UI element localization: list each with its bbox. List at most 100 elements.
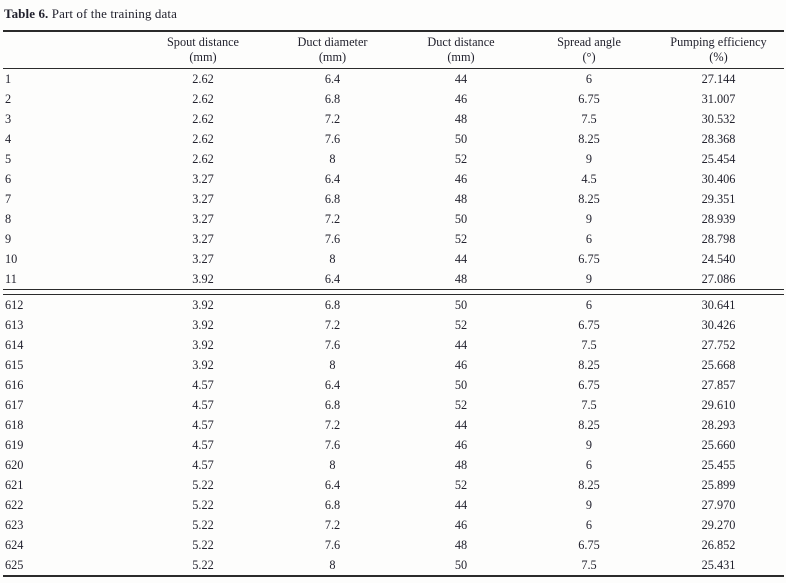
data-cell: 7.2 <box>324 111 341 126</box>
data-cell: 29.270 <box>701 517 736 532</box>
row-index-cell: 623 <box>5 517 24 532</box>
data-cell: 2.62 <box>192 131 214 146</box>
row-index-cell: 3 <box>5 111 12 126</box>
header-unit: (mm) <box>189 50 217 64</box>
header-name: Spread angle <box>557 35 621 49</box>
data-cell: 4.57 <box>192 437 214 452</box>
data-cell: 25.431 <box>701 557 736 572</box>
row-index-cell: 10 <box>5 251 18 266</box>
data-cell: 8.25 <box>578 191 600 206</box>
data-cell: 29.351 <box>701 191 736 206</box>
data-cell: 46 <box>454 437 468 452</box>
data-cell: 27.752 <box>701 337 736 352</box>
table-row: 616 4.57 6.4 50 6.75 27.857 <box>3 375 784 395</box>
table-row: 620 4.57 8 48 6 25.455 <box>3 455 784 475</box>
data-cell: 28.293 <box>701 417 736 432</box>
data-cell: 7.6 <box>324 437 341 452</box>
row-index-cell: 7 <box>5 191 12 206</box>
data-cell: 8.25 <box>578 357 600 372</box>
table-row: 3 2.62 7.2 48 7.5 30.532 <box>3 109 784 129</box>
data-cell: 7.6 <box>324 337 341 352</box>
data-cell: 5.22 <box>192 497 214 512</box>
data-cell: 52 <box>454 151 468 166</box>
table-row: 617 4.57 6.8 52 7.5 29.610 <box>3 395 784 415</box>
data-cell: 50 <box>454 297 468 312</box>
data-cell: 52 <box>454 397 468 412</box>
table-row: 613 3.92 7.2 52 6.75 30.426 <box>3 315 784 335</box>
table-row: 615 3.92 8 46 8.25 25.668 <box>3 355 784 375</box>
data-cell: 6 <box>585 71 593 86</box>
table-row: 625 5.22 8 50 7.5 25.431 <box>3 555 784 576</box>
data-cell: 44 <box>454 417 468 432</box>
data-cell: 6.4 <box>324 171 341 186</box>
data-cell: 7.6 <box>324 131 341 146</box>
data-cell: 46 <box>454 517 468 532</box>
table-block-1: 1 2.62 6.4 44 6 27.144 2 2.62 6.8 46 6.75 31.007 3 2.… <box>3 69 784 290</box>
data-cell: 3.27 <box>192 171 214 186</box>
data-cell: 28.939 <box>701 211 736 226</box>
data-cell: 44 <box>454 71 468 86</box>
table-row: 618 4.57 7.2 44 8.25 28.293 <box>3 415 784 435</box>
row-index-cell: 619 <box>5 437 24 452</box>
row-index-cell: 614 <box>5 337 24 352</box>
data-cell: 48 <box>454 457 468 472</box>
header-cell-spread-angle: Spread angle (°) <box>525 31 653 69</box>
table-row: 2 2.62 6.8 46 6.75 31.007 <box>3 89 784 109</box>
data-cell: 8 <box>329 357 336 372</box>
row-index-cell: 2 <box>5 91 12 106</box>
block-separator <box>3 289 784 295</box>
data-cell: 7.2 <box>324 517 341 532</box>
header-cell-spout-distance: Spout distance (mm) <box>138 31 268 69</box>
header-unit: (°) <box>582 50 596 64</box>
row-index-cell: 618 <box>5 417 24 432</box>
data-cell: 46 <box>454 171 468 186</box>
separator-rule <box>3 289 784 295</box>
table-row: 614 3.92 7.6 44 7.5 27.752 <box>3 335 784 355</box>
row-index-cell: 9 <box>5 231 12 246</box>
training-data-table: Spout distance (mm) Duct diameter (mm) D… <box>3 30 784 577</box>
row-index-cell: 5 <box>5 151 12 166</box>
row-index-cell: 624 <box>5 537 24 552</box>
data-cell: 7.2 <box>324 417 341 432</box>
table-row: 622 5.22 6.8 44 9 27.970 <box>3 495 784 515</box>
data-cell: 25.660 <box>701 437 736 452</box>
data-cell: 25.454 <box>701 151 736 166</box>
table-caption-label: Table 6. <box>4 6 49 21</box>
row-index-cell: 616 <box>5 377 24 392</box>
table-row: 8 3.27 7.2 50 9 28.939 <box>3 209 784 229</box>
data-cell: 6.4 <box>324 71 341 86</box>
data-cell: 6 <box>585 517 593 532</box>
data-cell: 9 <box>585 437 593 452</box>
table-row: 623 5.22 7.2 46 6 29.270 <box>3 515 784 535</box>
data-cell: 8.25 <box>578 131 600 146</box>
data-cell: 3.92 <box>192 317 214 332</box>
data-cell: 30.406 <box>701 171 736 186</box>
data-cell: 7.2 <box>324 211 341 226</box>
data-cell: 30.641 <box>701 297 736 312</box>
data-cell: 5.22 <box>192 557 214 572</box>
row-index-cell: 613 <box>5 317 24 332</box>
table-row: 5 2.62 8 52 9 25.454 <box>3 149 784 169</box>
data-cell: 8 <box>329 557 336 572</box>
data-cell: 9 <box>585 497 593 512</box>
data-cell: 48 <box>454 111 468 126</box>
data-cell: 6 <box>585 297 593 312</box>
data-cell: 4.57 <box>192 397 214 412</box>
data-cell: 6.75 <box>578 251 600 266</box>
data-cell: 5.22 <box>192 517 214 532</box>
data-cell: 30.426 <box>701 317 736 332</box>
data-cell: 52 <box>454 317 468 332</box>
header-cell-pumping-efficiency: Pumping efficiency (%) <box>653 31 784 69</box>
data-cell: 30.532 <box>701 111 736 126</box>
table-block-2: 612 3.92 6.8 50 6 30.641 613 3.92 7.2 52 6.75 30.42… <box>3 295 784 577</box>
header-cell-duct-diameter: Duct diameter (mm) <box>268 31 397 69</box>
data-cell: 6.4 <box>324 377 341 392</box>
data-cell: 44 <box>454 337 468 352</box>
data-cell: 7.6 <box>324 231 341 246</box>
table-row: 11 3.92 6.4 48 9 27.086 <box>3 269 784 290</box>
header-name: Duct diameter <box>297 35 368 49</box>
data-cell: 44 <box>454 497 468 512</box>
data-cell: 7.5 <box>581 111 597 126</box>
header-row: Spout distance (mm) Duct diameter (mm) D… <box>3 31 784 69</box>
data-cell: 2.62 <box>192 151 214 166</box>
